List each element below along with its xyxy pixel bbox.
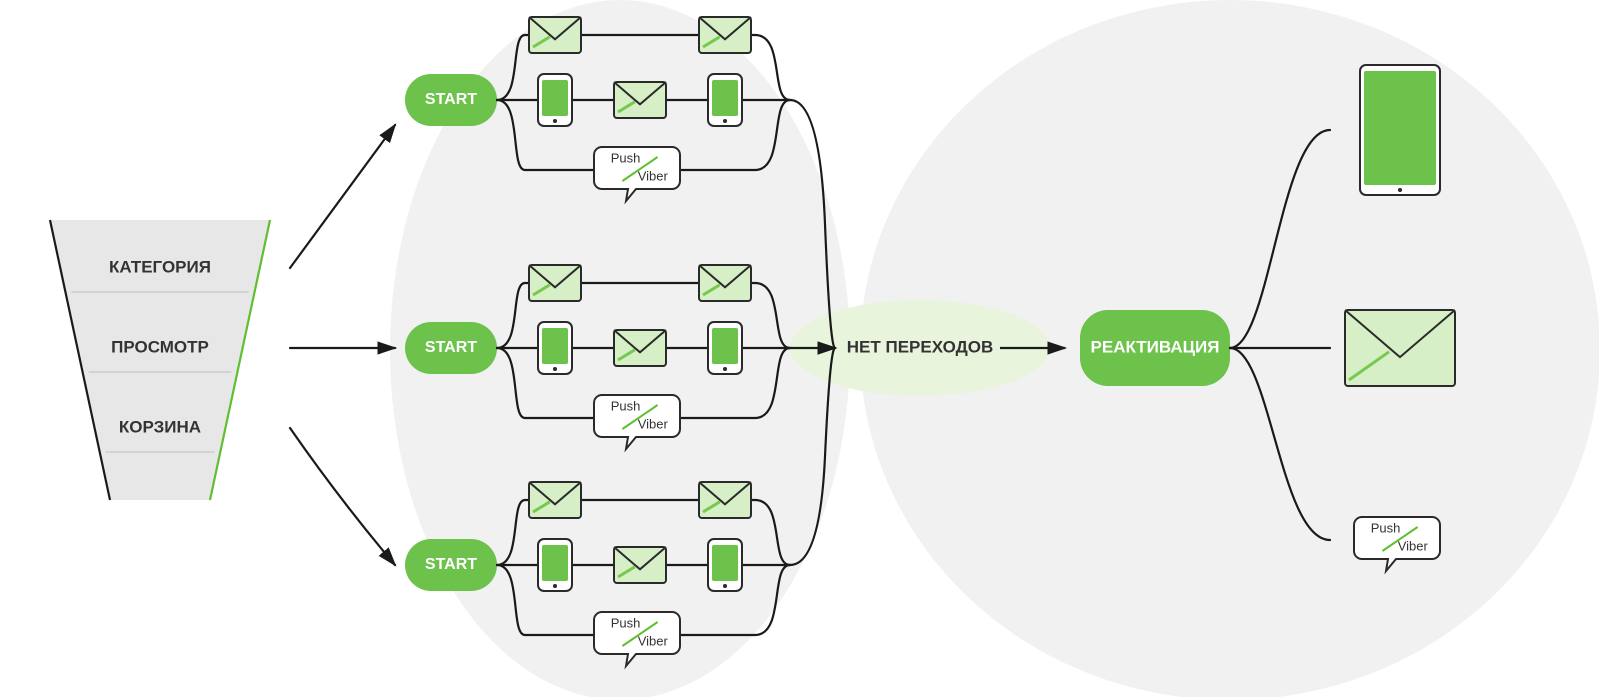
track-2-top-icon-2 — [699, 482, 751, 518]
track-2-mid-icon-0-home — [553, 584, 557, 588]
track-1-mid-icon-0-home — [553, 367, 557, 371]
track-1-mid-icon-1 — [614, 330, 666, 366]
track-1-top-icon-0 — [529, 265, 581, 301]
react-out-icon-1 — [1345, 310, 1455, 386]
track-0-mid-icon-2-screen — [712, 80, 738, 116]
react-out-icon-0 — [1360, 65, 1440, 195]
track-0-mid-icon-0-screen — [542, 80, 568, 116]
track-0-mid-icon-0 — [538, 74, 572, 126]
track-0-mid-icon-2 — [708, 74, 742, 126]
funnel-label-2: КОРЗИНА — [119, 417, 201, 436]
funnel-label-1: ПРОСМОТР — [111, 337, 209, 356]
track-1-mid-icon-2-screen — [712, 328, 738, 364]
track-1-mid-icon-2 — [708, 322, 742, 374]
react-out-icon-2-line2: Viber — [1398, 538, 1429, 553]
react-out-icon-0-screen — [1364, 71, 1436, 185]
track-1-bubble-line2: Viber — [638, 416, 669, 431]
track-2-mid-icon-2-screen — [712, 545, 738, 581]
track-0-mid-icon-2-home — [723, 119, 727, 123]
track-0-bubble-line2: Viber — [638, 168, 669, 183]
track-2-mid-icon-0-screen — [542, 545, 568, 581]
track-1-top-icon-2 — [699, 265, 751, 301]
track-1-mid-icon-0 — [538, 322, 572, 374]
track-2-top-icon-0 — [529, 482, 581, 518]
track-2-mid-icon-2 — [708, 539, 742, 591]
track-2-bubble-line1: Push — [611, 615, 641, 630]
funnel: КАТЕГОРИЯ ПРОСМОТР КОРЗИНА — [50, 220, 270, 500]
funnel-arrow-2 — [290, 428, 395, 565]
funnel-arrow-0 — [290, 125, 395, 268]
track-0-top-icon-2 — [699, 17, 751, 53]
react-label: РЕАКТИВАЦИЯ — [1091, 337, 1220, 356]
start-label-1: START — [425, 339, 477, 356]
start-label-2: START — [425, 556, 477, 573]
react-out-icon-0-home — [1398, 188, 1402, 192]
track-0-mid-icon-1 — [614, 82, 666, 118]
track-1-mid-icon-2-home — [723, 367, 727, 371]
track-2-mid-icon-1 — [614, 547, 666, 583]
start-label-0: START — [425, 91, 477, 108]
react-out-icon-1-body — [1345, 310, 1455, 386]
funnel-label-0: КАТЕГОРИЯ — [109, 257, 211, 276]
track-2-mid-icon-2-home — [723, 584, 727, 588]
no-transitions-label: НЕТ ПЕРЕХОДОВ — [847, 337, 993, 356]
track-0-top-icon-0 — [529, 17, 581, 53]
track-0-mid-icon-0-home — [553, 119, 557, 123]
track-2-bubble-line2: Viber — [638, 633, 669, 648]
track-1-bubble-line1: Push — [611, 398, 641, 413]
track-1-mid-icon-0-screen — [542, 328, 568, 364]
react-out-icon-2-line1: Push — [1371, 520, 1401, 535]
track-0-bubble-line1: Push — [611, 150, 641, 165]
track-2-mid-icon-0 — [538, 539, 572, 591]
